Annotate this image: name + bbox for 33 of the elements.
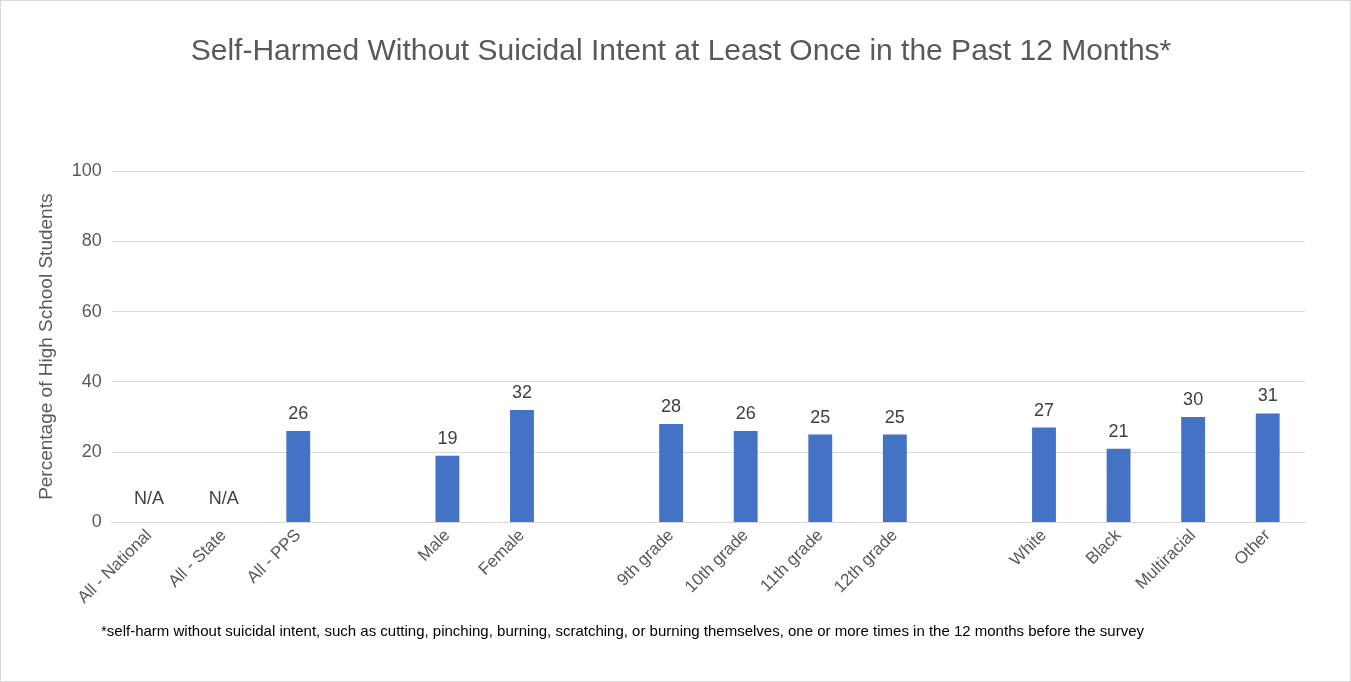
data-label: 32 bbox=[511, 381, 532, 402]
data-label: 26 bbox=[735, 403, 756, 424]
bar bbox=[808, 434, 833, 522]
bar bbox=[1255, 413, 1280, 522]
y-tick-label: 20 bbox=[81, 441, 102, 462]
y-tick-label: 100 bbox=[71, 159, 102, 180]
data-label: 25 bbox=[884, 406, 905, 427]
data-label: 31 bbox=[1257, 385, 1278, 406]
text: *self-harm without suicidal intent, such as cutting, pinching, burning, scratching, or burning themselves, one or more times in the 12 months before the survey bbox=[101, 621, 1146, 641]
bar bbox=[286, 431, 311, 522]
data-label: 21 bbox=[1108, 420, 1129, 441]
text: N/A bbox=[208, 488, 239, 509]
bar bbox=[882, 434, 907, 522]
bar bbox=[1032, 427, 1056, 522]
data-label: 25 bbox=[810, 406, 831, 427]
data-label: 27 bbox=[1033, 399, 1055, 420]
y-tick-label: 80 bbox=[81, 230, 102, 251]
y-tick-label: 0 bbox=[91, 511, 102, 532]
data-label: 19 bbox=[437, 427, 458, 448]
y-axis-title: Percentage of High School Students bbox=[34, 193, 56, 500]
bar bbox=[435, 455, 460, 522]
bar bbox=[1181, 417, 1206, 522]
bar bbox=[659, 424, 684, 522]
data-label: 26 bbox=[288, 403, 309, 424]
bar bbox=[1106, 448, 1131, 522]
bar bbox=[510, 409, 534, 522]
data-label: 30 bbox=[1183, 388, 1204, 409]
text: N/A bbox=[134, 488, 165, 509]
bar bbox=[733, 431, 758, 522]
y-tick-label: 40 bbox=[81, 370, 102, 391]
y-tick-label: 60 bbox=[81, 300, 102, 321]
chart-title: Self-Harmed Without Suicidal Intent at Least Once in the Past 12 Months* bbox=[189, 32, 1173, 68]
data-label: 28 bbox=[661, 396, 682, 416]
